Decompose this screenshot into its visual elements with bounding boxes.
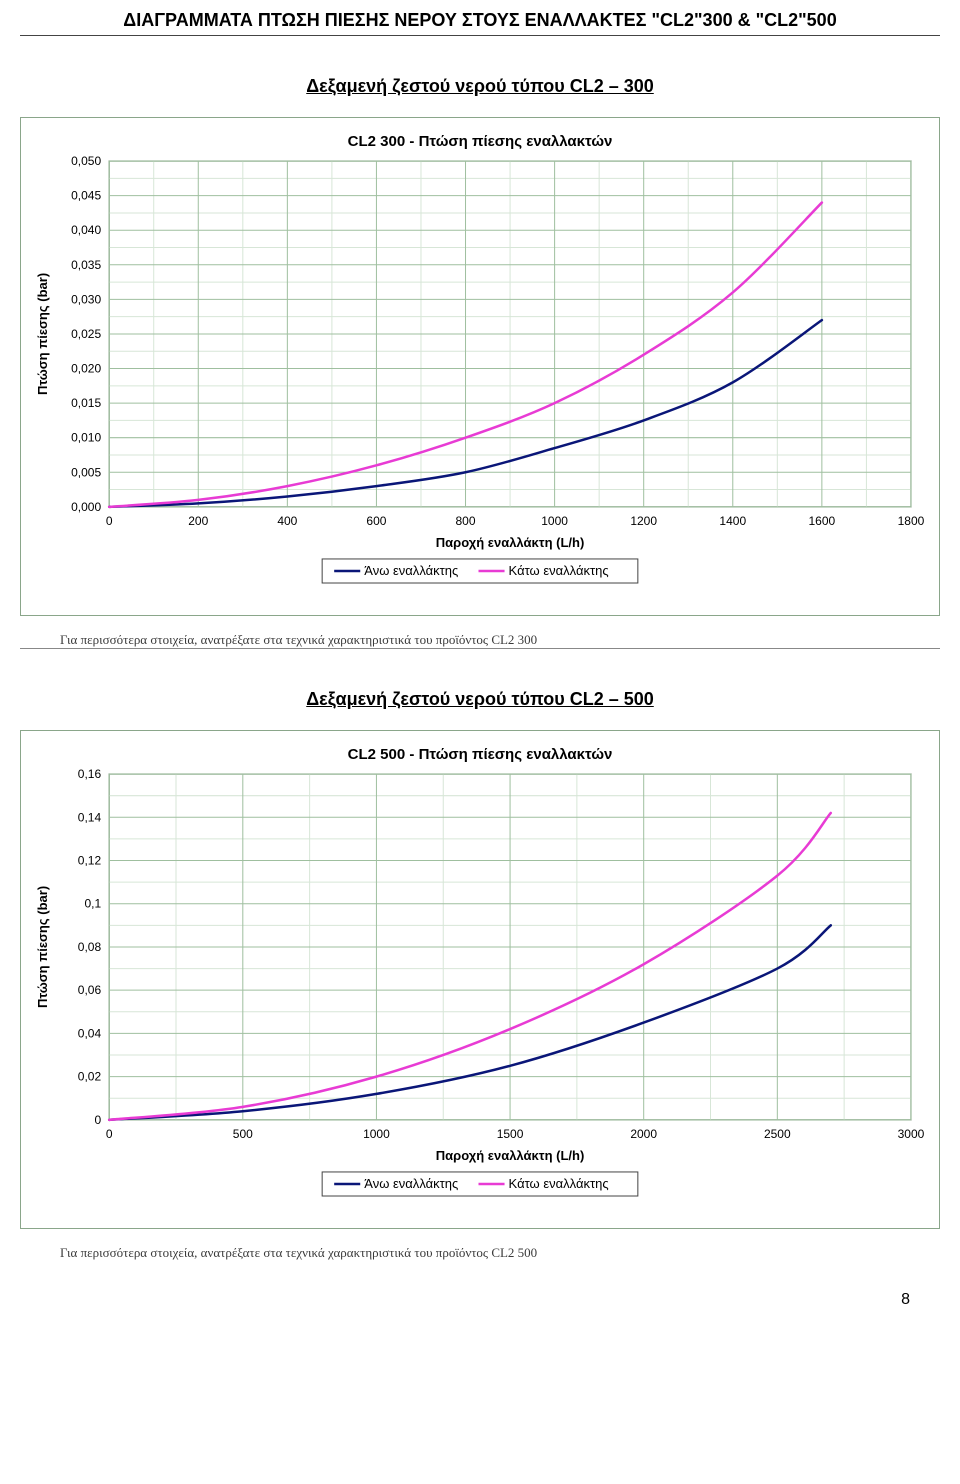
svg-text:0,040: 0,040 [71,223,101,237]
svg-text:0,050: 0,050 [71,154,101,168]
svg-text:1400: 1400 [719,514,746,528]
svg-text:Κάτω εναλλάκτης: Κάτω εναλλάκτης [509,563,609,578]
svg-text:1600: 1600 [808,514,835,528]
svg-text:2000: 2000 [630,1127,657,1141]
svg-text:0,045: 0,045 [71,189,101,203]
svg-text:3000: 3000 [898,1127,925,1141]
chart2-container: CL2 500 - Πτώση πίεσης εναλλακτών 0 500 100… [20,730,940,1229]
page-number: 8 [0,1261,960,1329]
svg-text:2500: 2500 [764,1127,791,1141]
svg-text:0: 0 [106,514,113,528]
svg-text:0,06: 0,06 [78,983,102,997]
svg-text:0,020: 0,020 [71,362,101,376]
svg-text:CL2 500 - Πτώση πίεσης εναλ: CL2 500 - Πτώση πίεσης εναλλακτών [348,746,613,763]
svg-text:0: 0 [94,1113,101,1127]
svg-text:0,035: 0,035 [71,258,101,272]
svg-text:0: 0 [106,1127,113,1141]
chart2-footnote: Για περισσότερα στοιχεία, ανατρέξατε στα… [20,1239,940,1261]
svg-text:Πτώση πίεσης (bar): Πτώση πίεσης (bar) [35,886,50,1008]
svg-text:1200: 1200 [630,514,657,528]
svg-text:Πτώση πίεσης (bar): Πτώση πίεσης (bar) [35,273,50,395]
svg-text:0,16: 0,16 [78,767,102,781]
chart2: CL2 500 - Πτώση πίεσης εναλλακτών 0 500 100… [29,739,931,1220]
svg-text:0,030: 0,030 [71,292,101,306]
svg-text:0,14: 0,14 [78,810,102,824]
svg-text:CL2 300 - Πτώση πίεσης εναλ: CL2 300 - Πτώση πίεσης εναλλακτών [348,133,613,150]
svg-text:400: 400 [277,514,297,528]
svg-text:0,02: 0,02 [78,1070,102,1084]
section-title-1: Δεξαμενή ζεστού νερού τύπου CL2 – 300 [0,76,960,97]
svg-text:0,1: 0,1 [84,897,101,911]
svg-text:0,12: 0,12 [78,854,102,868]
svg-text:Κάτω εναλλάκτης: Κάτω εναλλάκτης [509,1176,609,1191]
svg-text:1000: 1000 [541,514,568,528]
svg-text:Άνω εναλλάκτης: Άνω εναλλάκτης [364,563,458,578]
svg-text:0,005: 0,005 [71,465,101,479]
svg-text:1800: 1800 [898,514,925,528]
svg-text:800: 800 [455,514,475,528]
svg-text:0,015: 0,015 [71,396,101,410]
svg-text:0,04: 0,04 [78,1026,102,1040]
chart1-footnote: Για περισσότερα στοιχεία, ανατρέξατε στα… [20,626,940,649]
svg-text:0,000: 0,000 [71,500,101,514]
svg-text:Άνω εναλλάκτης: Άνω εναλλάκτης [364,1176,458,1191]
svg-text:Παροχή εναλλάκτη (L/h): Παροχή εναλλάκτη (L/h) [436,535,585,550]
svg-text:Παροχή εναλλάκτη (L/h): Παροχή εναλλάκτη (L/h) [436,1148,585,1163]
svg-text:500: 500 [233,1127,253,1141]
chart1-container: CL2 300 - Πτώση πίεσης εναλλακτών 0 200 400… [20,117,940,616]
svg-text:1500: 1500 [497,1127,524,1141]
svg-text:1000: 1000 [363,1127,390,1141]
svg-text:0,08: 0,08 [78,940,102,954]
svg-text:0,010: 0,010 [71,431,101,445]
section-title-2: Δεξαμενή ζεστού νερού τύπου CL2 – 500 [0,689,960,710]
page-title: ΔΙΑΓΡΑΜΜΑΤΑ ΠΤΩΣΗ ΠΙΕΣΗΣ ΝΕΡΟΥ ΣΤΟΥΣ ΕΝΑ… [20,0,940,36]
svg-text:600: 600 [366,514,386,528]
svg-text:200: 200 [188,514,208,528]
chart1: CL2 300 - Πτώση πίεσης εναλλακτών 0 200 400… [29,126,931,607]
svg-text:0,025: 0,025 [71,327,101,341]
